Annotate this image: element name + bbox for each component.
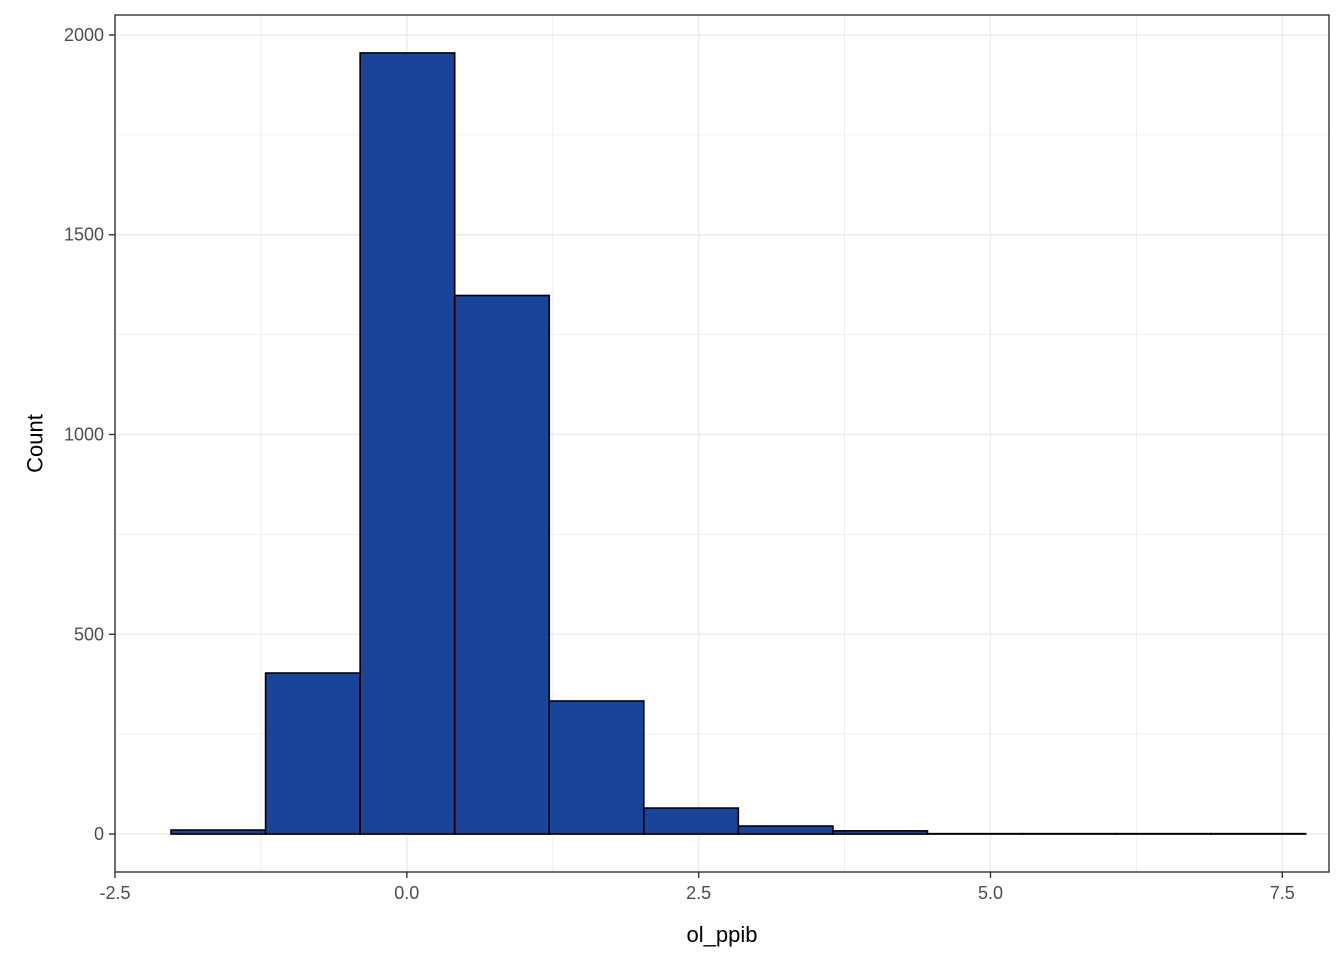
histogram-bar [264, 672, 361, 835]
histogram-bar [170, 829, 267, 835]
histogram-bar [832, 830, 929, 835]
x-tick-label: -2.5 [99, 883, 130, 903]
histogram-bar [359, 52, 456, 835]
x-tick-label: 5.0 [978, 883, 1003, 903]
histogram-bar [737, 825, 834, 835]
x-tick-label: 0.0 [394, 883, 419, 903]
y-axis-title: Count [23, 414, 48, 473]
y-tick-label: 1000 [64, 425, 104, 445]
y-axis: 0 500 1000 1500 2000 [64, 25, 115, 844]
x-axis: -2.5 0.0 2.5 5.0 7.5 [99, 872, 1295, 903]
histogram-bar [548, 700, 645, 835]
x-axis-title: ol_ppib [687, 922, 758, 947]
y-tick-label: 0 [94, 824, 104, 844]
histogram-bars [170, 52, 1307, 835]
histogram-bar [642, 807, 740, 835]
x-tick-label: 2.5 [686, 883, 711, 903]
y-tick-label: 2000 [64, 25, 104, 45]
panel-border [114, 14, 1330, 873]
y-tick-label: 1500 [64, 225, 104, 245]
x-tick-label: 7.5 [1270, 883, 1295, 903]
y-tick-label: 500 [74, 624, 104, 644]
histogram-bar [453, 294, 551, 835]
